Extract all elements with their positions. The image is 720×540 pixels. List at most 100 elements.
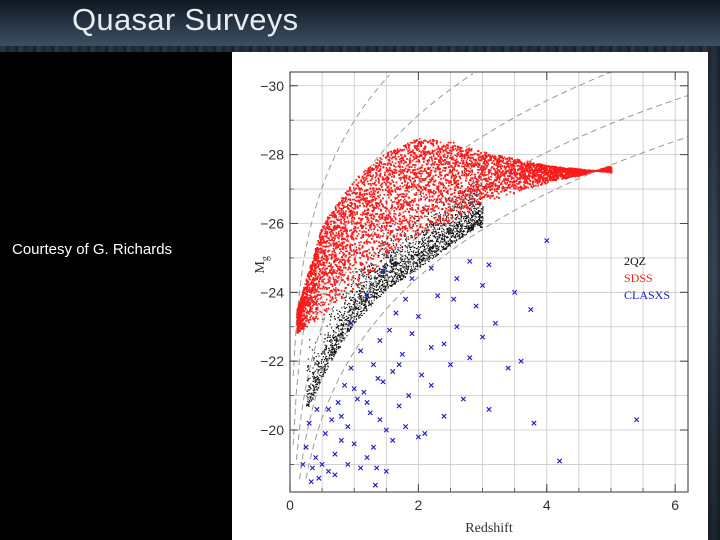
data-point-2qz: [339, 319, 341, 321]
data-point-2qz: [371, 284, 373, 286]
data-point-2qz: [326, 340, 328, 342]
data-point-2qz: [395, 280, 397, 282]
data-point-2qz: [331, 344, 333, 346]
data-point-2qz: [427, 252, 429, 254]
data-point-2qz: [414, 237, 416, 239]
data-point-2qz: [376, 278, 378, 280]
data-point-2qz: [308, 385, 310, 387]
data-point-2qz: [318, 379, 320, 381]
data-point-2qz: [363, 296, 365, 298]
data-point-2qz: [438, 216, 440, 218]
data-point-2qz: [312, 398, 314, 400]
data-point-2qz: [392, 263, 394, 265]
data-point-2qz: [335, 339, 337, 342]
data-point-2qz: [380, 287, 382, 289]
data-point-2qz: [395, 255, 397, 257]
data-point-2qz: [336, 336, 338, 338]
data-point-2qz: [316, 375, 319, 378]
data-point-2qz: [404, 266, 406, 268]
data-point-2qz: [340, 328, 342, 330]
data-point-2qz: [314, 362, 316, 364]
data-point-2qz: [324, 334, 326, 336]
data-point-2qz: [423, 256, 425, 258]
data-point-2qz: [362, 274, 364, 276]
data-point-2qz: [417, 246, 420, 248]
data-point-2qz: [307, 401, 310, 403]
data-point-2qz: [465, 227, 467, 229]
data-point-2qz: [472, 212, 474, 214]
data-point-2qz: [388, 270, 390, 273]
data-point-2qz: [359, 298, 361, 300]
data-point-2qz: [482, 206, 484, 208]
data-point-2qz: [413, 247, 415, 249]
data-point-2qz: [452, 205, 454, 207]
data-point-2qz: [348, 322, 350, 324]
data-point-2qz: [347, 324, 349, 326]
data-point-2qz: [351, 322, 353, 324]
data-point-2qz: [327, 335, 329, 337]
data-point-2qz: [447, 217, 450, 219]
data-point-2qz: [413, 261, 415, 263]
data-point-2qz: [333, 355, 335, 358]
data-point-2qz: [469, 179, 471, 181]
data-point-2qz: [438, 248, 440, 250]
data-point-2qz: [400, 275, 402, 277]
data-point-2qz: [337, 334, 340, 336]
data-point-2qz: [456, 224, 458, 226]
data-point-2qz: [399, 279, 401, 281]
data-point-2qz: [430, 247, 432, 249]
data-point-2qz: [343, 314, 345, 316]
data-point-2qz: [334, 336, 336, 338]
data-point-2qz: [333, 337, 335, 340]
data-point-2qz: [435, 233, 437, 235]
data-point-2qz: [402, 266, 404, 268]
data-point-2qz: [307, 380, 309, 382]
data-point-2qz: [369, 283, 371, 285]
data-point-2qz: [412, 225, 414, 227]
data-point-2qz: [397, 280, 399, 282]
data-point-2qz: [449, 233, 451, 235]
data-point-2qz: [377, 294, 379, 297]
data-point-2qz: [432, 224, 434, 226]
data-point-2qz: [460, 219, 462, 221]
data-point-2qz: [477, 212, 479, 215]
data-point-2qz: [461, 193, 463, 195]
data-point-2qz: [306, 370, 308, 372]
data-point-2qz: [421, 260, 423, 262]
data-point-2qz: [351, 299, 353, 301]
data-point-2qz: [434, 213, 437, 215]
data-point-2qz: [426, 259, 428, 261]
data-point-2qz: [471, 229, 473, 231]
data-point-2qz: [358, 315, 360, 317]
data-point-2qz: [425, 248, 427, 250]
data-point-2qz: [334, 343, 336, 345]
data-point-2qz: [327, 362, 329, 364]
data-point-2qz: [429, 234, 432, 236]
data-point-2qz: [363, 301, 366, 303]
data-point-2qz: [370, 278, 372, 280]
data-point-2qz: [374, 289, 376, 291]
data-point-2qz: [372, 290, 374, 292]
data-point-2qz: [466, 173, 468, 175]
data-point-2qz: [436, 224, 438, 226]
data-point-2qz: [406, 271, 408, 273]
data-point-2qz: [315, 378, 317, 380]
data-point-2qz: [355, 307, 357, 309]
data-point-2qz: [464, 197, 467, 199]
data-point-2qz: [422, 250, 424, 252]
data-point-2qz: [435, 247, 437, 250]
data-point-2qz: [460, 225, 462, 227]
data-point-2qz: [481, 221, 483, 223]
data-point-2qz: [326, 337, 328, 339]
data-point-2qz: [382, 273, 384, 275]
data-point-2qz: [333, 337, 335, 339]
data-point-2qz: [476, 211, 478, 213]
data-point-2qz: [429, 224, 431, 226]
data-point-2qz: [390, 272, 392, 274]
data-point-2qz: [335, 332, 337, 334]
data-point-2qz: [346, 306, 348, 309]
data-point-2qz: [474, 215, 477, 217]
data-point-2qz: [447, 206, 449, 208]
data-point-2qz: [312, 380, 314, 382]
data-point-2qz: [352, 312, 354, 314]
